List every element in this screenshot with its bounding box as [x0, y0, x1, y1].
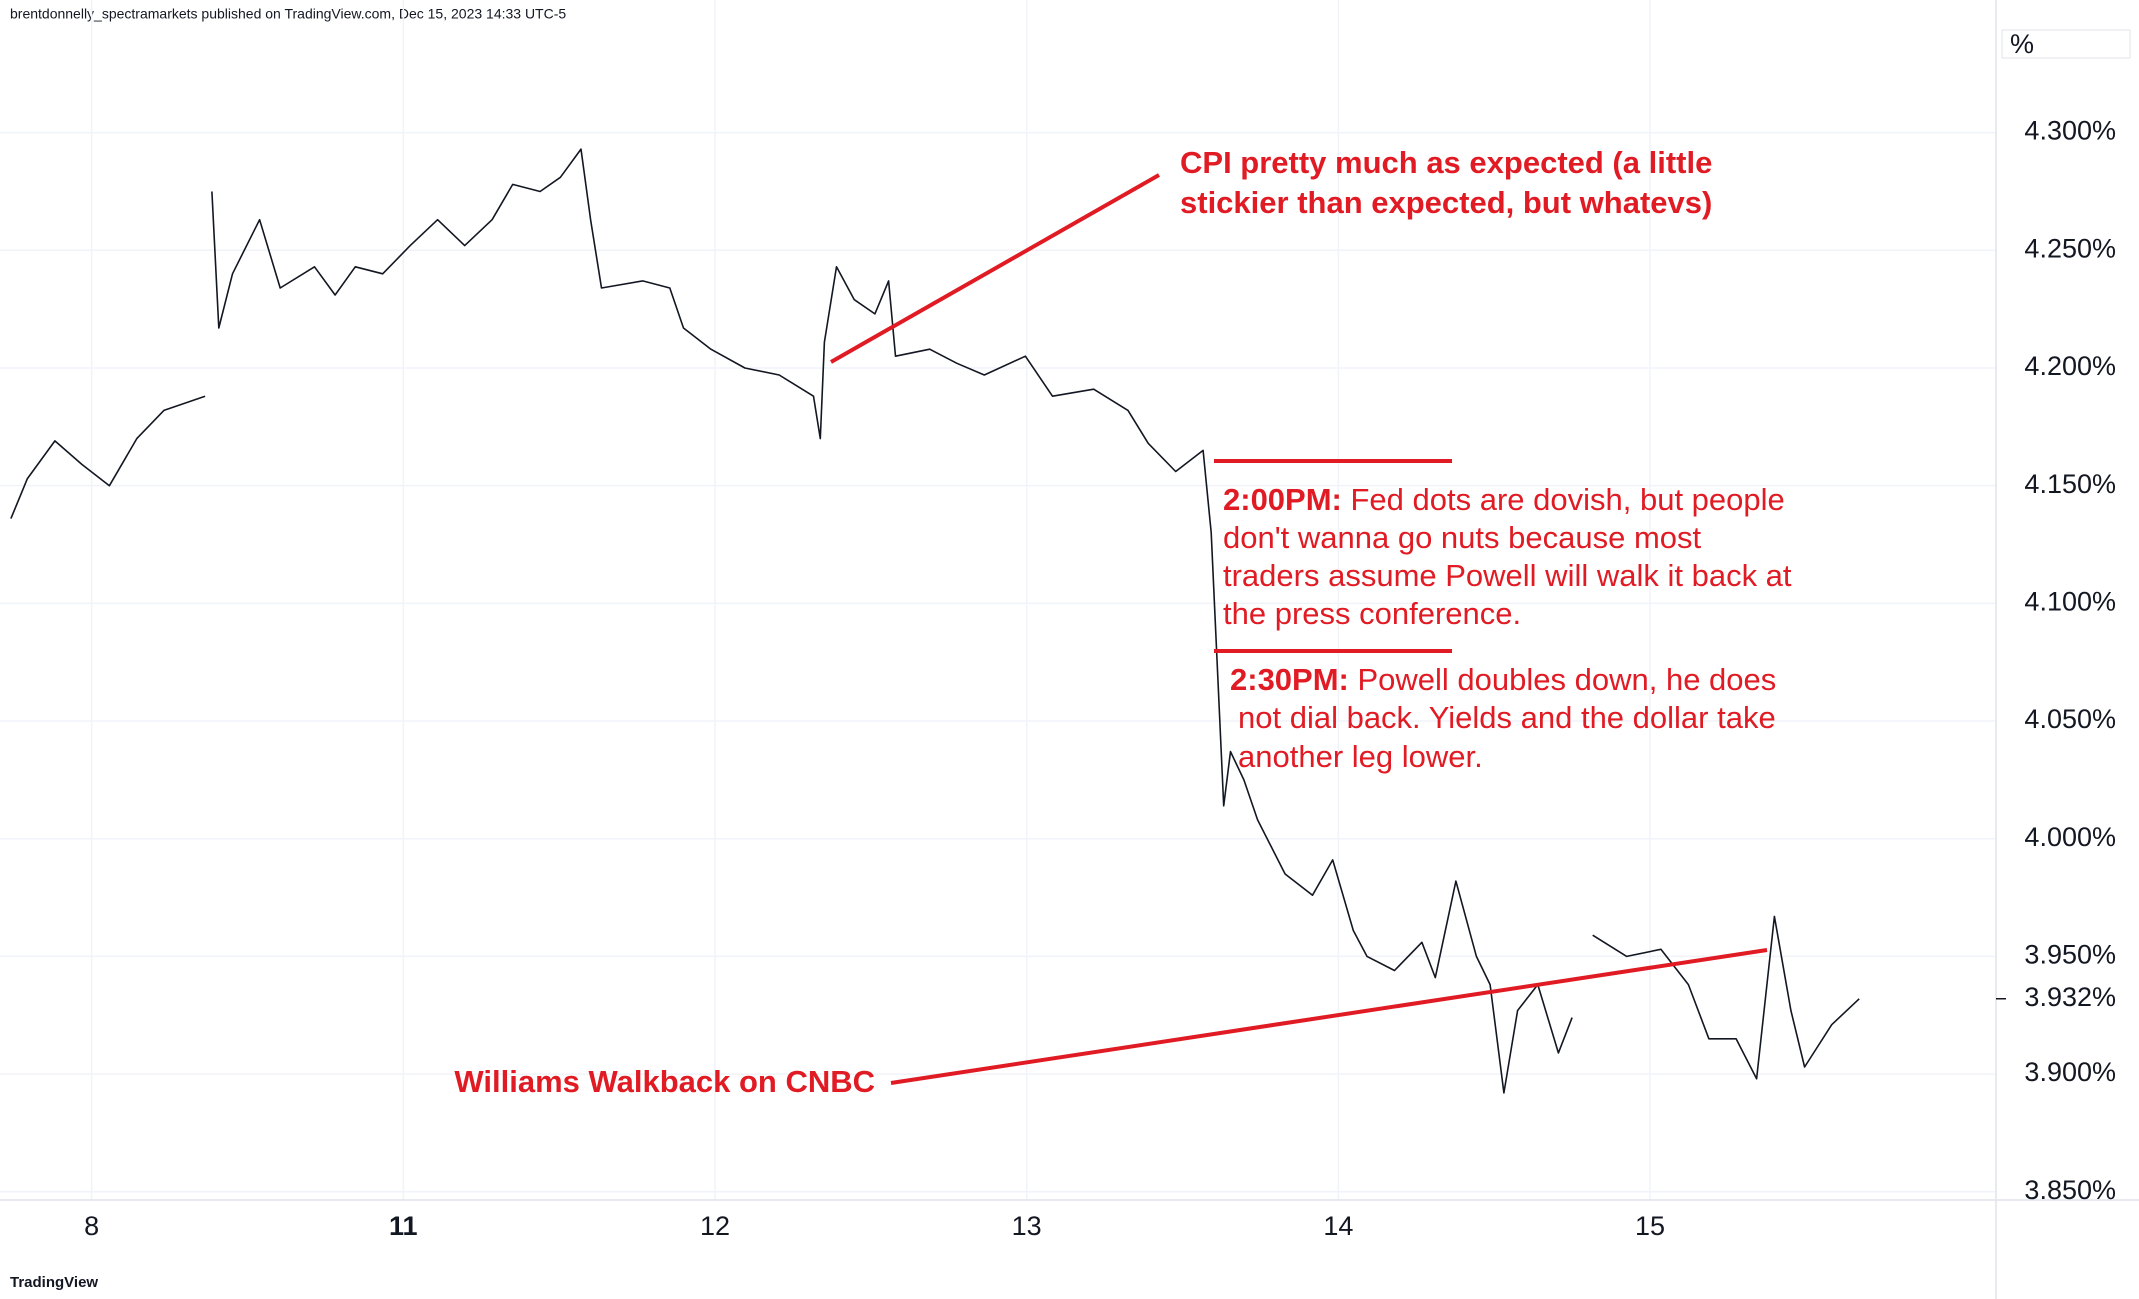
x-tick-label: 8 [84, 1211, 99, 1241]
fed-annotation: don't wanna go nuts because most [1223, 520, 1702, 555]
fed-annotation: 2:00PM: Fed dots are dovish, but people [1223, 482, 1785, 517]
y-tick-label: 3.850% [2024, 1175, 2116, 1205]
y-tick-label: 4.100% [2024, 586, 2116, 616]
footer: TradingView [10, 1274, 98, 1291]
y-tick-label: 4.050% [2024, 704, 2116, 734]
x-tick-label: 11 [389, 1211, 418, 1241]
fed-annotation: traders assume Powell will walk it back … [1223, 558, 1792, 593]
y-tick-label: 4.300% [2024, 116, 2116, 146]
powell-annotation: not dial back. Yields and the dollar tak… [1238, 700, 1776, 735]
time: 2:30PM: [1230, 662, 1349, 697]
x-tick-label: 13 [1012, 1211, 1042, 1241]
fed-annotation: the press conference. [1223, 596, 1521, 631]
williams-annotation: Williams Walkback on CNBC [454, 1064, 875, 1099]
cpi-annotation: stickier than expected, but whatevs) [1180, 185, 1712, 220]
text: Powell doubles down, he does [1349, 662, 1776, 697]
x-tick-label: 12 [700, 1211, 730, 1241]
price-line [10, 148, 1860, 1094]
y-tick-label: 4.000% [2024, 822, 2116, 852]
y-tick-label: 4.250% [2024, 233, 2116, 263]
cpi-annotation: CPI pretty much as expected (a little [1180, 145, 1712, 180]
cpi-trendline [830, 173, 1160, 364]
axis-unit: % [2010, 29, 2034, 59]
time: 2:00PM: [1223, 482, 1342, 517]
powell-annotation: another leg lower. [1238, 739, 1483, 774]
header: brentdonnelly_spectramarkets published o… [10, 6, 566, 22]
unit-box [2001, 29, 2131, 59]
x-tick-label: 15 [1635, 1211, 1665, 1241]
y-tick-label: 4.150% [2024, 469, 2116, 499]
y-tick-label: 3.950% [2024, 940, 2116, 970]
text: Fed dots are dovish, but people [1342, 482, 1785, 517]
grid [0, 0, 1996, 1200]
powell-annotation: 2:30PM: Powell doubles down, he does [1230, 662, 1776, 697]
plot [10, 148, 1860, 1094]
y-tick-label: 3.900% [2024, 1057, 2116, 1087]
last-price-label: 3.932% [2024, 982, 2116, 1012]
y-tick-label: 4.200% [2024, 351, 2116, 381]
williams-trendline [890, 948, 1768, 1085]
x-tick-label: 14 [1323, 1211, 1353, 1241]
